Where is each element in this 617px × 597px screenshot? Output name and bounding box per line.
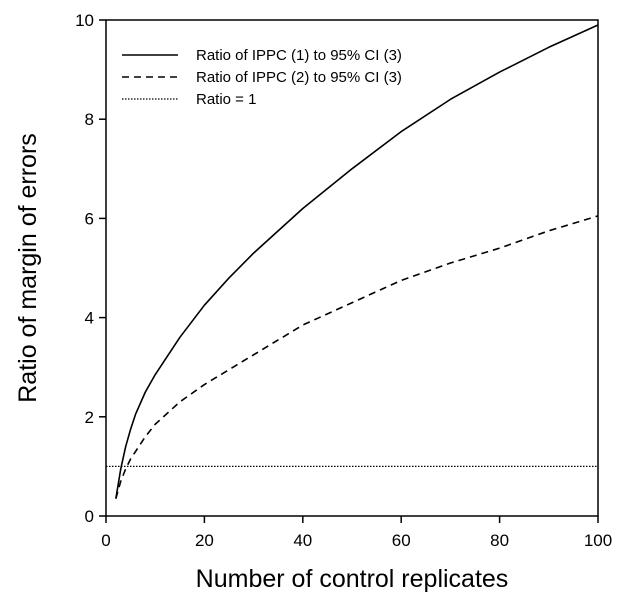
plot-area [106,24,599,499]
axes: 0 20 40 60 80 100 0 2 4 6 8 10 Number of control rep… [14,11,612,593]
legend-label-3: Ratio = 1 [196,91,256,108]
legend-label-2: Ratio of IPPC (2) to 95% CI (3) [196,69,402,86]
x-tick-label: 20 [195,531,214,550]
x-tick-label: 40 [293,531,312,550]
y-tick-label: 2 [85,408,94,427]
y-axis-label: Ratio of margin of errors [14,133,42,403]
y-tick-label: 6 [85,209,94,228]
y-tick-label: 8 [85,110,94,129]
y-tick-label: 10 [75,11,94,30]
x-axis-label: Number of control replicates [196,565,509,593]
x-tick-label: 60 [392,531,411,550]
x-tick-label: 100 [584,531,612,550]
y-tick-label: 4 [85,309,94,328]
legend-label-1: Ratio of IPPC (1) to 95% CI (3) [196,47,402,64]
series-line-2 [115,215,599,499]
plot-frame [105,19,599,517]
legend: Ratio of IPPC (1) to 95% CI (3) Ratio of … [122,47,402,108]
x-tick-label: 80 [490,531,509,550]
x-tick-label: 0 [101,531,110,550]
series-line-1 [115,24,599,499]
y-tick-label: 0 [85,507,94,526]
